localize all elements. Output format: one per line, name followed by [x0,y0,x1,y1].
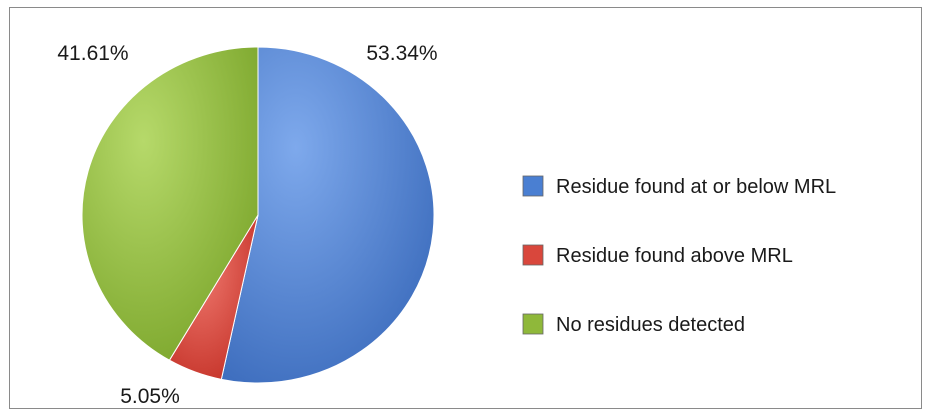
legend-swatch-above-mrl [522,244,544,266]
legend-swatch-no-residues [522,313,544,335]
pie-slice-no-residues [81,46,259,361]
slice-label-above-mrl: 5.05% [120,385,180,408]
legend-label-at-or-below-mrl: Residue found at or below MRL [556,176,836,198]
pie-slice-at-or-below-mrl [220,46,435,384]
legend-label-above-mrl: Residue found above MRL [556,245,793,267]
slice-label-at-or-below-mrl: 53.34% [366,42,437,65]
legend-label-no-residues: No residues detected [556,314,745,336]
legend-swatch-at-or-below-mrl [522,175,544,197]
slice-label-no-residues: 41.61% [57,42,128,65]
